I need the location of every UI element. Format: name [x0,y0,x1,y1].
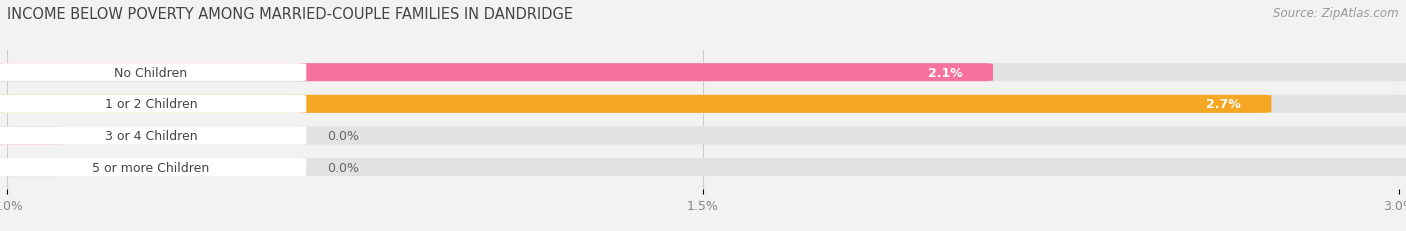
FancyBboxPatch shape [0,95,307,113]
Text: 0.0%: 0.0% [328,129,359,142]
Text: 2.7%: 2.7% [1206,98,1241,111]
FancyBboxPatch shape [0,127,1406,145]
Text: Source: ZipAtlas.com: Source: ZipAtlas.com [1274,7,1399,20]
FancyBboxPatch shape [0,127,65,145]
Text: No Children: No Children [114,66,187,79]
Text: INCOME BELOW POVERTY AMONG MARRIED-COUPLE FAMILIES IN DANDRIDGE: INCOME BELOW POVERTY AMONG MARRIED-COUPL… [7,7,574,22]
Text: 3 or 4 Children: 3 or 4 Children [104,129,197,142]
FancyBboxPatch shape [0,95,1406,113]
FancyBboxPatch shape [0,64,1406,82]
Text: 1 or 2 Children: 1 or 2 Children [104,98,197,111]
Text: 0.0%: 0.0% [328,161,359,174]
FancyBboxPatch shape [0,158,307,176]
FancyBboxPatch shape [0,158,1406,176]
Text: 2.1%: 2.1% [928,66,963,79]
FancyBboxPatch shape [0,64,307,82]
FancyBboxPatch shape [0,64,993,82]
FancyBboxPatch shape [0,158,65,176]
Text: 5 or more Children: 5 or more Children [93,161,209,174]
FancyBboxPatch shape [0,95,1271,113]
FancyBboxPatch shape [0,127,307,145]
